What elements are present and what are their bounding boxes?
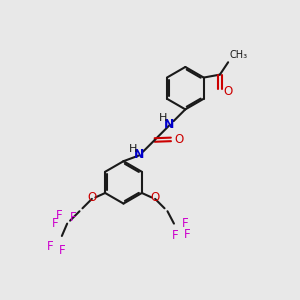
Text: O: O (151, 190, 160, 204)
Text: F: F (184, 228, 191, 241)
Text: F: F (182, 217, 188, 230)
Text: F: F (58, 244, 65, 256)
Text: N: N (134, 148, 144, 161)
Text: H: H (129, 144, 137, 154)
Text: CH₃: CH₃ (230, 50, 248, 60)
Text: F: F (172, 230, 178, 242)
Text: O: O (175, 133, 184, 146)
Text: F: F (47, 240, 54, 253)
Text: H: H (159, 113, 168, 123)
Text: N: N (164, 118, 175, 130)
Text: F: F (56, 209, 63, 222)
Text: F: F (52, 217, 58, 230)
Text: F: F (70, 211, 77, 224)
Text: O: O (224, 85, 233, 98)
Text: O: O (87, 190, 97, 204)
